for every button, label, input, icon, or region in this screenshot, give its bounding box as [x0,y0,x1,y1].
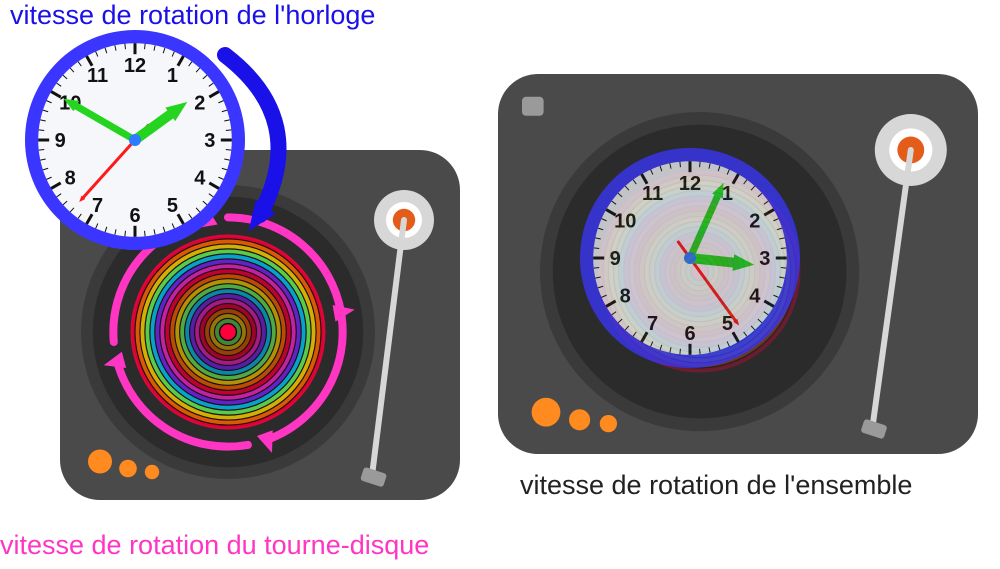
svg-text:9: 9 [55,130,66,152]
svg-text:11: 11 [642,183,663,205]
svg-text:1: 1 [722,183,733,205]
record-swirl [132,236,323,427]
svg-text:12: 12 [124,55,146,77]
clock: 121234567891011 [580,148,800,368]
svg-text:6: 6 [129,205,140,227]
svg-text:3: 3 [204,130,215,152]
svg-text:8: 8 [65,167,76,189]
diagram-scene: 121234567891011121234567891011 [0,0,1000,569]
svg-text:5: 5 [167,195,178,217]
svg-text:4: 4 [749,285,761,307]
svg-text:6: 6 [684,323,695,345]
svg-text:10: 10 [614,211,636,233]
svg-text:2: 2 [749,211,760,233]
svg-text:4: 4 [194,167,206,189]
clock: 121234567891011 [25,30,245,250]
svg-text:12: 12 [679,173,701,195]
svg-text:3: 3 [759,248,770,270]
svg-text:1: 1 [167,65,178,87]
svg-text:11: 11 [87,65,108,87]
svg-text:8: 8 [620,285,631,307]
svg-text:7: 7 [92,195,103,217]
svg-text:7: 7 [647,313,658,335]
svg-text:9: 9 [610,248,621,270]
svg-text:2: 2 [194,93,205,115]
turntable: 121234567891011 [498,74,978,454]
